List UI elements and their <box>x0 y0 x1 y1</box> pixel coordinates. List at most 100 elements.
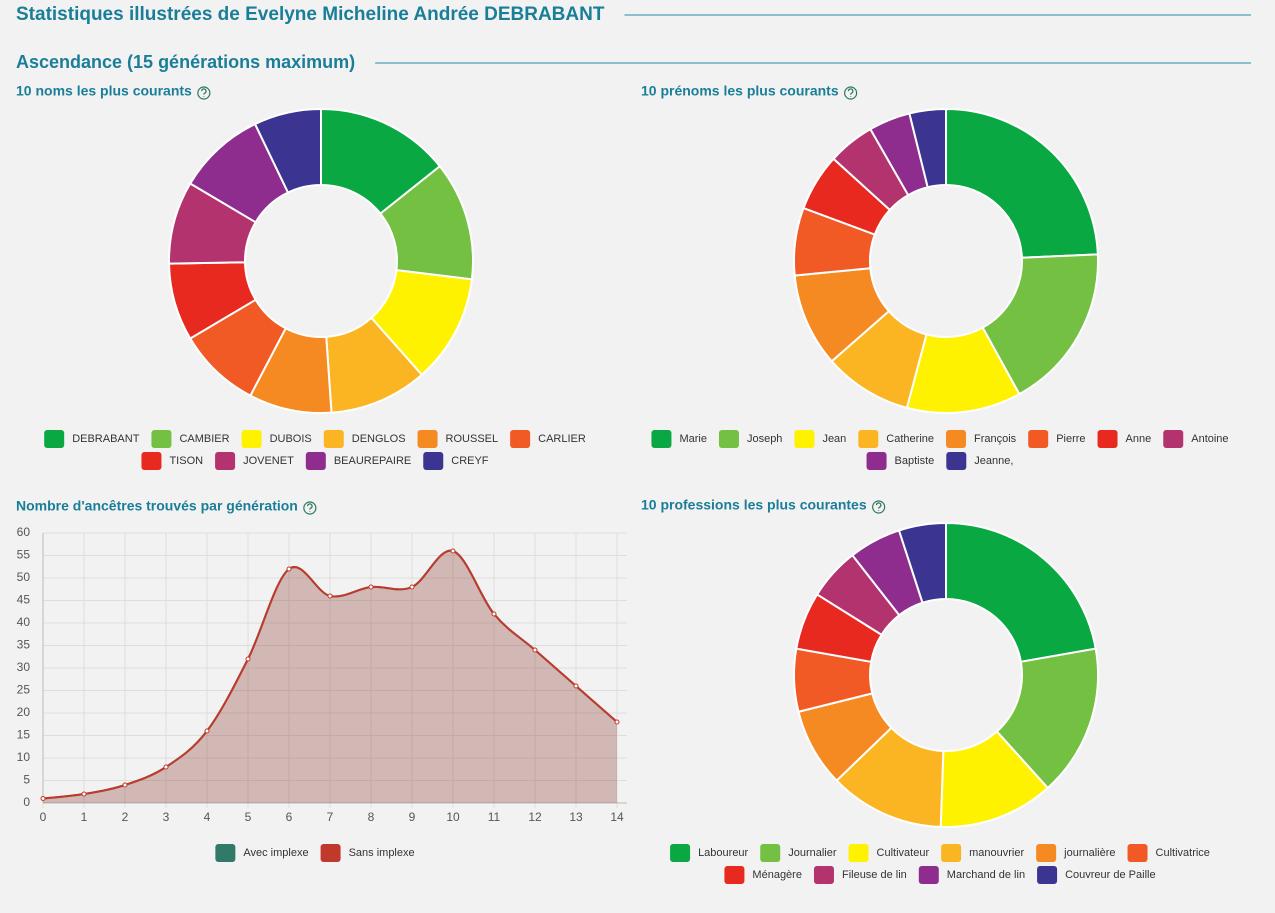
legend-label: CARLIER <box>538 433 586 445</box>
legend: Avec implexe Sans implexe <box>215 844 415 862</box>
y-tick-label: 35 <box>17 638 31 652</box>
legend-label: ROUSSEL <box>446 433 499 445</box>
help-icon <box>197 86 211 100</box>
help-icon-mark <box>201 88 207 97</box>
legend-label: Couvreur de Paille <box>1065 869 1156 881</box>
legend: DEBRABANT CAMBIER DUBOIS DENGLOS ROUSSEL CARL… <box>44 430 586 470</box>
legend-label: Ménagère <box>752 869 802 881</box>
point <box>204 728 210 734</box>
y-tick-label: 30 <box>17 660 31 674</box>
legend-label: Fileuse de lin <box>842 869 907 881</box>
legend-swatch <box>1036 844 1057 862</box>
area <box>43 550 617 803</box>
legend-swatch <box>305 452 326 470</box>
legend-swatch <box>215 844 236 862</box>
legend-label: manouvrier <box>969 847 1024 859</box>
point <box>245 656 251 662</box>
x-tick-label: 6 <box>286 810 293 824</box>
legend-swatch <box>670 844 691 862</box>
point <box>491 611 497 617</box>
page-title: Statistiques illustrées de Evelyne Miche… <box>16 4 605 25</box>
legend-label: Pierre <box>1056 433 1085 445</box>
legend-swatch <box>1163 430 1184 448</box>
legend-label: Jeanne, <box>974 455 1013 467</box>
legend-swatch <box>323 430 344 448</box>
help-icon <box>844 86 858 100</box>
section-title: Ascendance (15 générations maximum) <box>16 52 355 72</box>
legend-swatch <box>510 430 531 448</box>
legend-swatch <box>417 430 438 448</box>
x-tick-label: 11 <box>488 810 501 824</box>
legend-label: Cultivatrice <box>1156 847 1210 859</box>
legend-swatch <box>866 452 887 470</box>
y-tick-label: 50 <box>17 570 31 584</box>
legend-label: Marie <box>679 433 707 445</box>
legend: Marie Joseph Jean Catherine François Pierre An… <box>651 430 1229 470</box>
legend-swatch <box>1028 430 1049 448</box>
legend-swatch <box>320 844 341 862</box>
legend-swatch <box>1097 430 1118 448</box>
legend-swatch <box>241 430 262 448</box>
y-tick-label: 25 <box>17 683 31 697</box>
help-icon-mark <box>307 503 313 512</box>
legend-swatch <box>151 430 172 448</box>
legend-label: Catherine <box>886 433 934 445</box>
legend: Laboureur Journalier Cultivateur manouvrier… <box>670 844 1210 884</box>
legend-label: Marchand de lin <box>947 869 1025 881</box>
x-tick-label: 7 <box>327 810 334 824</box>
x-tick-label: 8 <box>368 810 375 824</box>
x-tick-label: 1 <box>81 810 88 824</box>
legend-swatch <box>946 452 967 470</box>
x-tick-label: 2 <box>122 810 129 824</box>
y-tick-label: 15 <box>17 728 31 742</box>
legend-swatch <box>918 866 939 884</box>
point <box>573 683 579 689</box>
legend-swatch <box>724 866 745 884</box>
y-tick-label: 20 <box>17 705 31 719</box>
point <box>163 764 169 770</box>
donut-segment <box>897 521 947 604</box>
legend-label: CREYF <box>451 455 489 467</box>
chart-title: Nombre d'ancêtres trouvés par génération <box>16 498 298 514</box>
legend-label: Laboureur <box>698 847 748 859</box>
x-tick-label: 3 <box>163 810 170 824</box>
x-tick-label: 0 <box>40 810 47 824</box>
legend-label: TISON <box>169 455 203 467</box>
legend-swatch <box>848 844 869 862</box>
legend-label: DUBOIS <box>270 433 312 445</box>
chart-title: 10 professions les plus courantes <box>641 497 867 513</box>
legend-swatch <box>1127 844 1148 862</box>
legend-label: Antoine <box>1191 433 1228 445</box>
x-tick-label: 4 <box>204 810 211 824</box>
help-icon-mark <box>875 502 882 511</box>
legend-swatch <box>941 844 962 862</box>
line <box>42 549 618 800</box>
legend-label: DEBRABANT <box>72 433 140 445</box>
y-tick-label: 10 <box>17 750 31 764</box>
x-tick-label: 9 <box>409 810 416 824</box>
point <box>81 791 87 797</box>
legend-label: Baptiste <box>895 455 935 467</box>
legend-swatch <box>215 452 236 470</box>
point <box>286 566 292 572</box>
chart-title: 10 prénoms les plus courants <box>641 83 839 99</box>
y-tick-label: 40 <box>17 615 31 629</box>
legend-label: journalière <box>1063 847 1115 859</box>
point <box>327 593 333 599</box>
legend-label: Joseph <box>747 433 782 445</box>
donut-segment <box>981 253 1099 396</box>
legend-label: Cultivateur <box>877 847 930 859</box>
legend-label: Anne <box>1126 433 1152 445</box>
donut-segment <box>253 107 322 194</box>
x-tick-label: 14 <box>610 810 624 824</box>
legend-label: BEAUREPAIRE <box>334 455 411 467</box>
chart-title: 10 noms les plus courants <box>16 83 192 99</box>
y-tick-label: 60 <box>17 525 31 539</box>
point <box>409 584 415 590</box>
y-tick-label: 5 <box>23 773 30 787</box>
legend-label: Sans implexe <box>349 847 415 859</box>
legend-swatch <box>141 452 162 470</box>
x-tick-label: 13 <box>569 810 583 824</box>
donut-segment <box>945 107 1099 259</box>
